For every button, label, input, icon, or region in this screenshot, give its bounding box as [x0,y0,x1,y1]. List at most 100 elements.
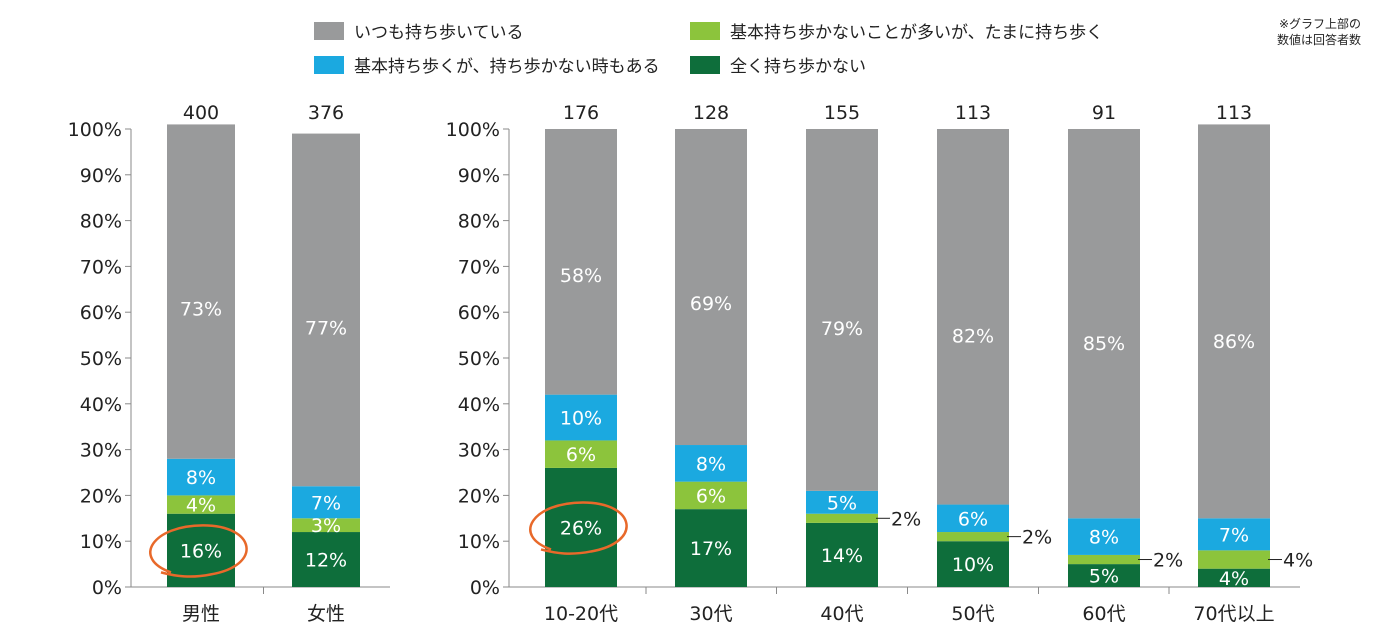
bar-segment [937,532,1009,542]
data-label: 7% [1219,524,1249,546]
bar-segment [675,129,747,446]
note-line-1: ※グラフ上部の [1278,17,1361,31]
respondent-count: 113 [1216,102,1252,124]
highlight-circle [529,501,628,555]
bar-segment [675,509,747,587]
data-label: 73% [180,298,222,320]
y-tick-label: 100% [446,119,500,141]
category-label: 50代 [951,603,994,625]
respondent-count: 400 [183,102,219,124]
data-label: 10% [952,554,994,576]
bar-segment [1198,550,1270,569]
data-label: 8% [696,453,726,475]
y-tick-label: 70% [458,256,500,278]
legend-label: 全く持ち歩かない [730,57,866,77]
y-tick-label: 60% [80,302,122,324]
highlight-circle [149,524,248,578]
bar-segment [292,486,360,519]
respondent-count: 155 [824,102,860,124]
bar-segment [1198,568,1270,587]
y-tick-label: 40% [458,394,500,416]
bar-segment [167,495,235,514]
data-label: 2% [891,508,921,530]
category-label: 60代 [1082,603,1125,625]
bar-segment [1068,564,1140,587]
bar-segment [675,481,747,510]
bar-segment [545,440,617,468]
category-label: 10-20代 [544,603,618,625]
data-label: 17% [690,538,732,560]
data-label: 26% [560,517,602,539]
data-label: 10% [560,408,602,430]
y-tick-label: 0% [470,577,500,599]
bar-segment [545,394,617,441]
data-label: 8% [1089,527,1119,549]
respondent-count: 128 [693,102,729,124]
data-label: 7% [311,492,341,514]
data-label: 6% [696,485,726,507]
data-label: 12% [305,550,347,572]
y-tick-label: 50% [80,348,122,370]
bar-segment [292,518,360,533]
bar-segment [806,513,878,523]
legend-label: いつも持ち歩いている [354,23,524,43]
bar-segment [1068,518,1140,555]
data-label: 4% [186,495,216,517]
legend-item-usually-carry: 基本持ち歩くが、持ち歩かない時もある [314,52,660,77]
y-tick-label: 100% [68,119,122,141]
bar-segment [806,129,878,491]
legend-item-never-carry: 全く持ち歩かない [690,52,866,77]
category-label: 女性 [307,603,345,625]
category-label: 男性 [182,603,220,625]
respondent-count: 176 [563,102,599,124]
bar-segment [937,129,1009,505]
data-label: 69% [690,293,732,315]
legend-swatch [690,21,720,40]
y-tick-label: 10% [458,531,500,553]
category-label: 40代 [820,603,863,625]
respondent-count: 376 [308,102,344,124]
data-label: 3% [311,515,341,537]
legend-item-always: いつも持ち歩いている [314,18,524,43]
bar-segment [1068,129,1140,519]
data-label: 85% [1083,333,1125,355]
y-tick-label: 60% [458,302,500,324]
respondent-count: 113 [955,102,991,124]
bar-segment [1068,554,1140,565]
y-tick-label: 10% [80,531,122,553]
legend-swatch [314,55,344,74]
y-tick-label: 90% [80,165,122,187]
bar-segment [167,458,235,496]
legend-swatch [314,21,344,40]
y-tick-label: 30% [80,440,122,462]
y-tick-label: 50% [458,348,500,370]
bar-segment [545,129,617,395]
y-tick-label: 20% [458,485,500,507]
respondent-count: 91 [1092,102,1116,124]
data-label: 4% [1219,568,1249,590]
data-label: 2% [1022,527,1052,549]
category-label: 70代以上 [1193,603,1274,625]
legend-swatch [690,55,720,74]
data-label: 79% [821,318,863,340]
legend-label: 基本持ち歩くが、持ち歩かない時もある [354,57,660,77]
y-tick-label: 80% [80,211,122,233]
y-tick-label: 90% [458,165,500,187]
data-label: 2% [1153,550,1183,572]
data-label: 77% [305,318,347,340]
data-label: 5% [827,492,857,514]
chart-note: ※グラフ上部の 数値は回答者数 [1277,16,1361,48]
bar-segment [1198,518,1270,551]
data-label: 5% [1089,566,1119,588]
data-label: 82% [952,326,994,348]
category-label: 30代 [689,603,732,625]
y-tick-label: 30% [458,440,500,462]
y-tick-label: 80% [458,211,500,233]
data-label: 16% [180,540,222,562]
bar-segment [937,504,1009,533]
y-tick-label: 40% [80,394,122,416]
data-label: 8% [186,467,216,489]
bar-segment [806,522,878,587]
bar-segment [806,490,878,514]
